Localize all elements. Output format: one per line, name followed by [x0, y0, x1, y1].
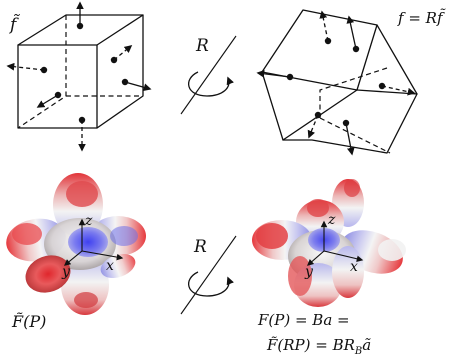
label-f-tilde: f̃: [8, 14, 21, 35]
harmonic-surface-left: [6, 173, 146, 315]
label-F-tilde-P: F̃(P): [11, 312, 46, 331]
label-f-equals-rf: f = Rf̃: [397, 9, 446, 27]
rotation-symbol-top: [180, 35, 237, 115]
cube-right: [256, 9, 418, 156]
axis-label-x-right: x: [350, 259, 358, 275]
equation-line-2-subscript: B: [354, 346, 362, 357]
harmonic-surface-right: [252, 179, 406, 307]
label-rotation-top: R: [195, 36, 209, 56]
cube-left: [6, 1, 152, 152]
axis-label-y-right: y: [304, 264, 314, 280]
axis-label-z-right: z: [327, 212, 336, 228]
axis-label-x-left: x: [106, 258, 114, 274]
equation-line-2-tail: ã: [362, 336, 371, 354]
equation-line-2: F̃(RP) = BRBã: [266, 336, 371, 357]
rotation-symbol-bottom: [180, 235, 237, 315]
equation-line-2-main: F̃(RP) = BR: [266, 336, 355, 354]
label-rotation-bottom: R: [193, 237, 207, 257]
axis-label-z-left: z: [84, 213, 93, 229]
axis-label-y-left: y: [61, 264, 71, 280]
equation-line-1: F(P) = Ba =: [257, 311, 350, 329]
